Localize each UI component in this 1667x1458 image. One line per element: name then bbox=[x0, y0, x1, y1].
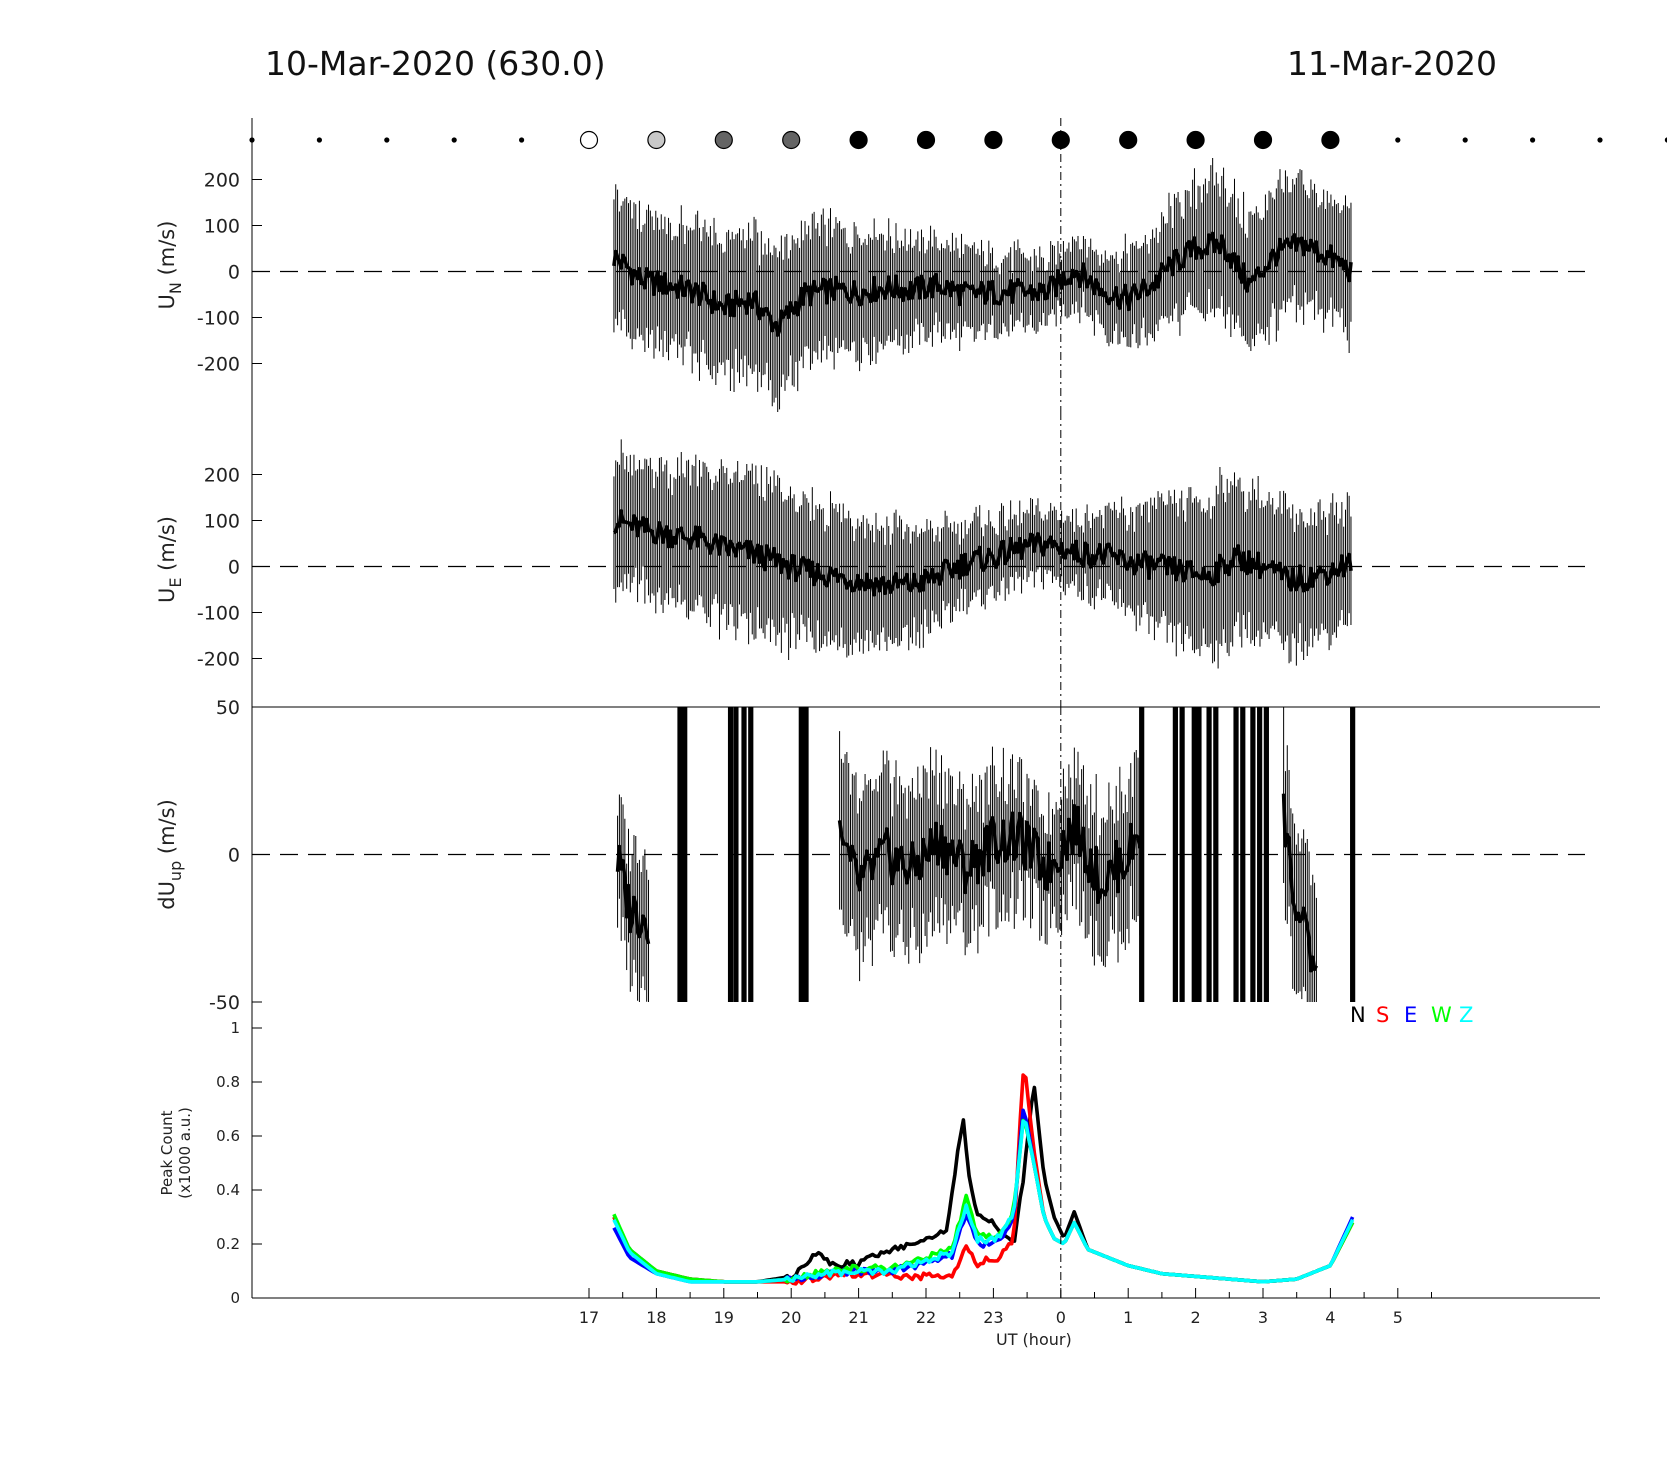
y-axis-label: dUup (m/s) bbox=[155, 799, 185, 910]
y-tick-label: 0 bbox=[228, 557, 240, 579]
cloud-marker-dot bbox=[1530, 137, 1536, 143]
header-date-left: 10-Mar-2020 (630.0) bbox=[265, 44, 606, 83]
cloud-marker-circle bbox=[1253, 130, 1273, 150]
panel-dup: -50 0 50 dUup (m/s) bbox=[155, 697, 1600, 1014]
y-tick-label: 0.4 bbox=[216, 1181, 240, 1199]
y-tick-label: 0 bbox=[228, 262, 240, 284]
saturated-bar bbox=[1139, 707, 1145, 1002]
x-tick-label: 0 bbox=[1056, 1308, 1066, 1327]
cloud-marker-dot bbox=[384, 137, 390, 143]
x-tick-label: 3 bbox=[1258, 1308, 1268, 1327]
y-tick-label: 0.8 bbox=[216, 1073, 240, 1091]
x-tick-label: 17 bbox=[579, 1308, 599, 1327]
cloud-marker-circle bbox=[647, 130, 666, 150]
y-tick-label: -200 bbox=[197, 649, 240, 671]
saturated-bar bbox=[1196, 707, 1202, 1002]
y-tick-label: 200 bbox=[204, 170, 240, 192]
legend-entry-N: N bbox=[1350, 1003, 1366, 1027]
panel-peak: 0 0.2 0.4 0.6 0.8 1 Peak Count (x1000 a.u.) 17 18… bbox=[158, 1002, 1600, 1349]
cloud-marker-circle bbox=[579, 130, 599, 150]
y-tick-label: 1 bbox=[230, 1019, 240, 1037]
x-tick-label: 2 bbox=[1191, 1308, 1201, 1327]
saturated-bar bbox=[1257, 707, 1263, 1002]
saturated-bar bbox=[1250, 707, 1256, 1002]
y-tick-label: -50 bbox=[209, 992, 240, 1014]
y-tick-label: 100 bbox=[204, 216, 240, 238]
x-tick-label: 5 bbox=[1393, 1308, 1403, 1327]
panel-plot-area bbox=[612, 157, 1353, 412]
y-tick-label: 0.2 bbox=[216, 1235, 240, 1253]
x-tick-label: 23 bbox=[983, 1308, 1003, 1327]
x-tick-label: 19 bbox=[714, 1308, 734, 1327]
x-tick-label: 18 bbox=[646, 1308, 666, 1327]
panel-plot-area bbox=[612, 1073, 1355, 1286]
y-tick-label: 50 bbox=[216, 697, 240, 719]
panel-plot-area bbox=[612, 439, 1353, 669]
series-line-E bbox=[612, 1108, 1355, 1284]
cloud-marker-dot bbox=[451, 137, 457, 143]
legend-entry-Z: Z bbox=[1459, 1003, 1473, 1027]
x-tick-label: 20 bbox=[781, 1308, 801, 1327]
saturated-bar bbox=[1191, 707, 1197, 1002]
cloud-marker-circle bbox=[714, 130, 733, 150]
cloud-marker-dot bbox=[1395, 137, 1401, 143]
cloud-marker-circle bbox=[916, 130, 936, 150]
cloud-marker-dot bbox=[1664, 137, 1667, 143]
panel-plot-area bbox=[615, 707, 1356, 1002]
series-line bbox=[612, 509, 1353, 597]
y-tick-label: 0 bbox=[230, 1289, 240, 1307]
y-tick-label: -100 bbox=[197, 308, 240, 330]
y-tick-label: 100 bbox=[204, 511, 240, 533]
legend-entry-S: S bbox=[1376, 1003, 1389, 1027]
saturated-bar bbox=[748, 707, 754, 1002]
panel-un: -200 -100 0 100 200 UN (m/s) bbox=[155, 118, 1585, 412]
cloud-marker-dot bbox=[1462, 137, 1468, 143]
y-axis-label: (x1000 a.u.) bbox=[176, 1107, 194, 1199]
x-axis-label: UT (hour) bbox=[996, 1330, 1072, 1349]
x-tick-label: 22 bbox=[916, 1308, 936, 1327]
cloud-marker-circle bbox=[849, 130, 868, 150]
cloud-marker-row bbox=[249, 130, 1667, 150]
legend-entry-E: E bbox=[1404, 1003, 1417, 1027]
x-tick-label: 21 bbox=[848, 1308, 868, 1327]
header-date-right: 11-Mar-2020 bbox=[1287, 44, 1497, 83]
series-line bbox=[615, 793, 1319, 973]
x-tick-label: 4 bbox=[1325, 1308, 1335, 1327]
saturated-bar bbox=[1172, 707, 1178, 1002]
saturated-bar bbox=[803, 707, 809, 1002]
x-tick-label: 1 bbox=[1123, 1308, 1133, 1327]
y-tick-label: 0 bbox=[228, 845, 240, 867]
series-line-N bbox=[612, 1085, 1355, 1284]
series-line-W bbox=[612, 1118, 1355, 1284]
cloud-marker-circle bbox=[1119, 130, 1138, 150]
cloud-marker-dot bbox=[1597, 137, 1603, 143]
cloud-marker-circle bbox=[782, 130, 801, 150]
y-tick-label: 0.6 bbox=[216, 1127, 240, 1145]
y-tick-label: -200 bbox=[197, 354, 240, 376]
y-axis-label: UE (m/s) bbox=[155, 516, 185, 603]
panel-ue: -200 -100 0 100 200 UE (m/s) bbox=[155, 412, 1585, 707]
y-tick-label: -100 bbox=[197, 603, 240, 625]
legend-entry-W: W bbox=[1431, 1003, 1452, 1027]
cloud-marker-circle bbox=[1186, 130, 1205, 150]
y-axis-label: Peak Count bbox=[158, 1110, 176, 1195]
cloud-marker-dot bbox=[316, 137, 322, 143]
series-line-S bbox=[612, 1073, 1355, 1286]
cloud-marker-circle bbox=[1321, 130, 1340, 150]
series-line bbox=[612, 231, 1353, 337]
y-axis-label: UN (m/s) bbox=[155, 221, 185, 310]
cloud-marker-dot bbox=[519, 137, 525, 143]
cloud-marker-circle bbox=[984, 130, 1003, 150]
y-tick-label: 200 bbox=[204, 465, 240, 487]
series-line-Z bbox=[612, 1119, 1355, 1284]
